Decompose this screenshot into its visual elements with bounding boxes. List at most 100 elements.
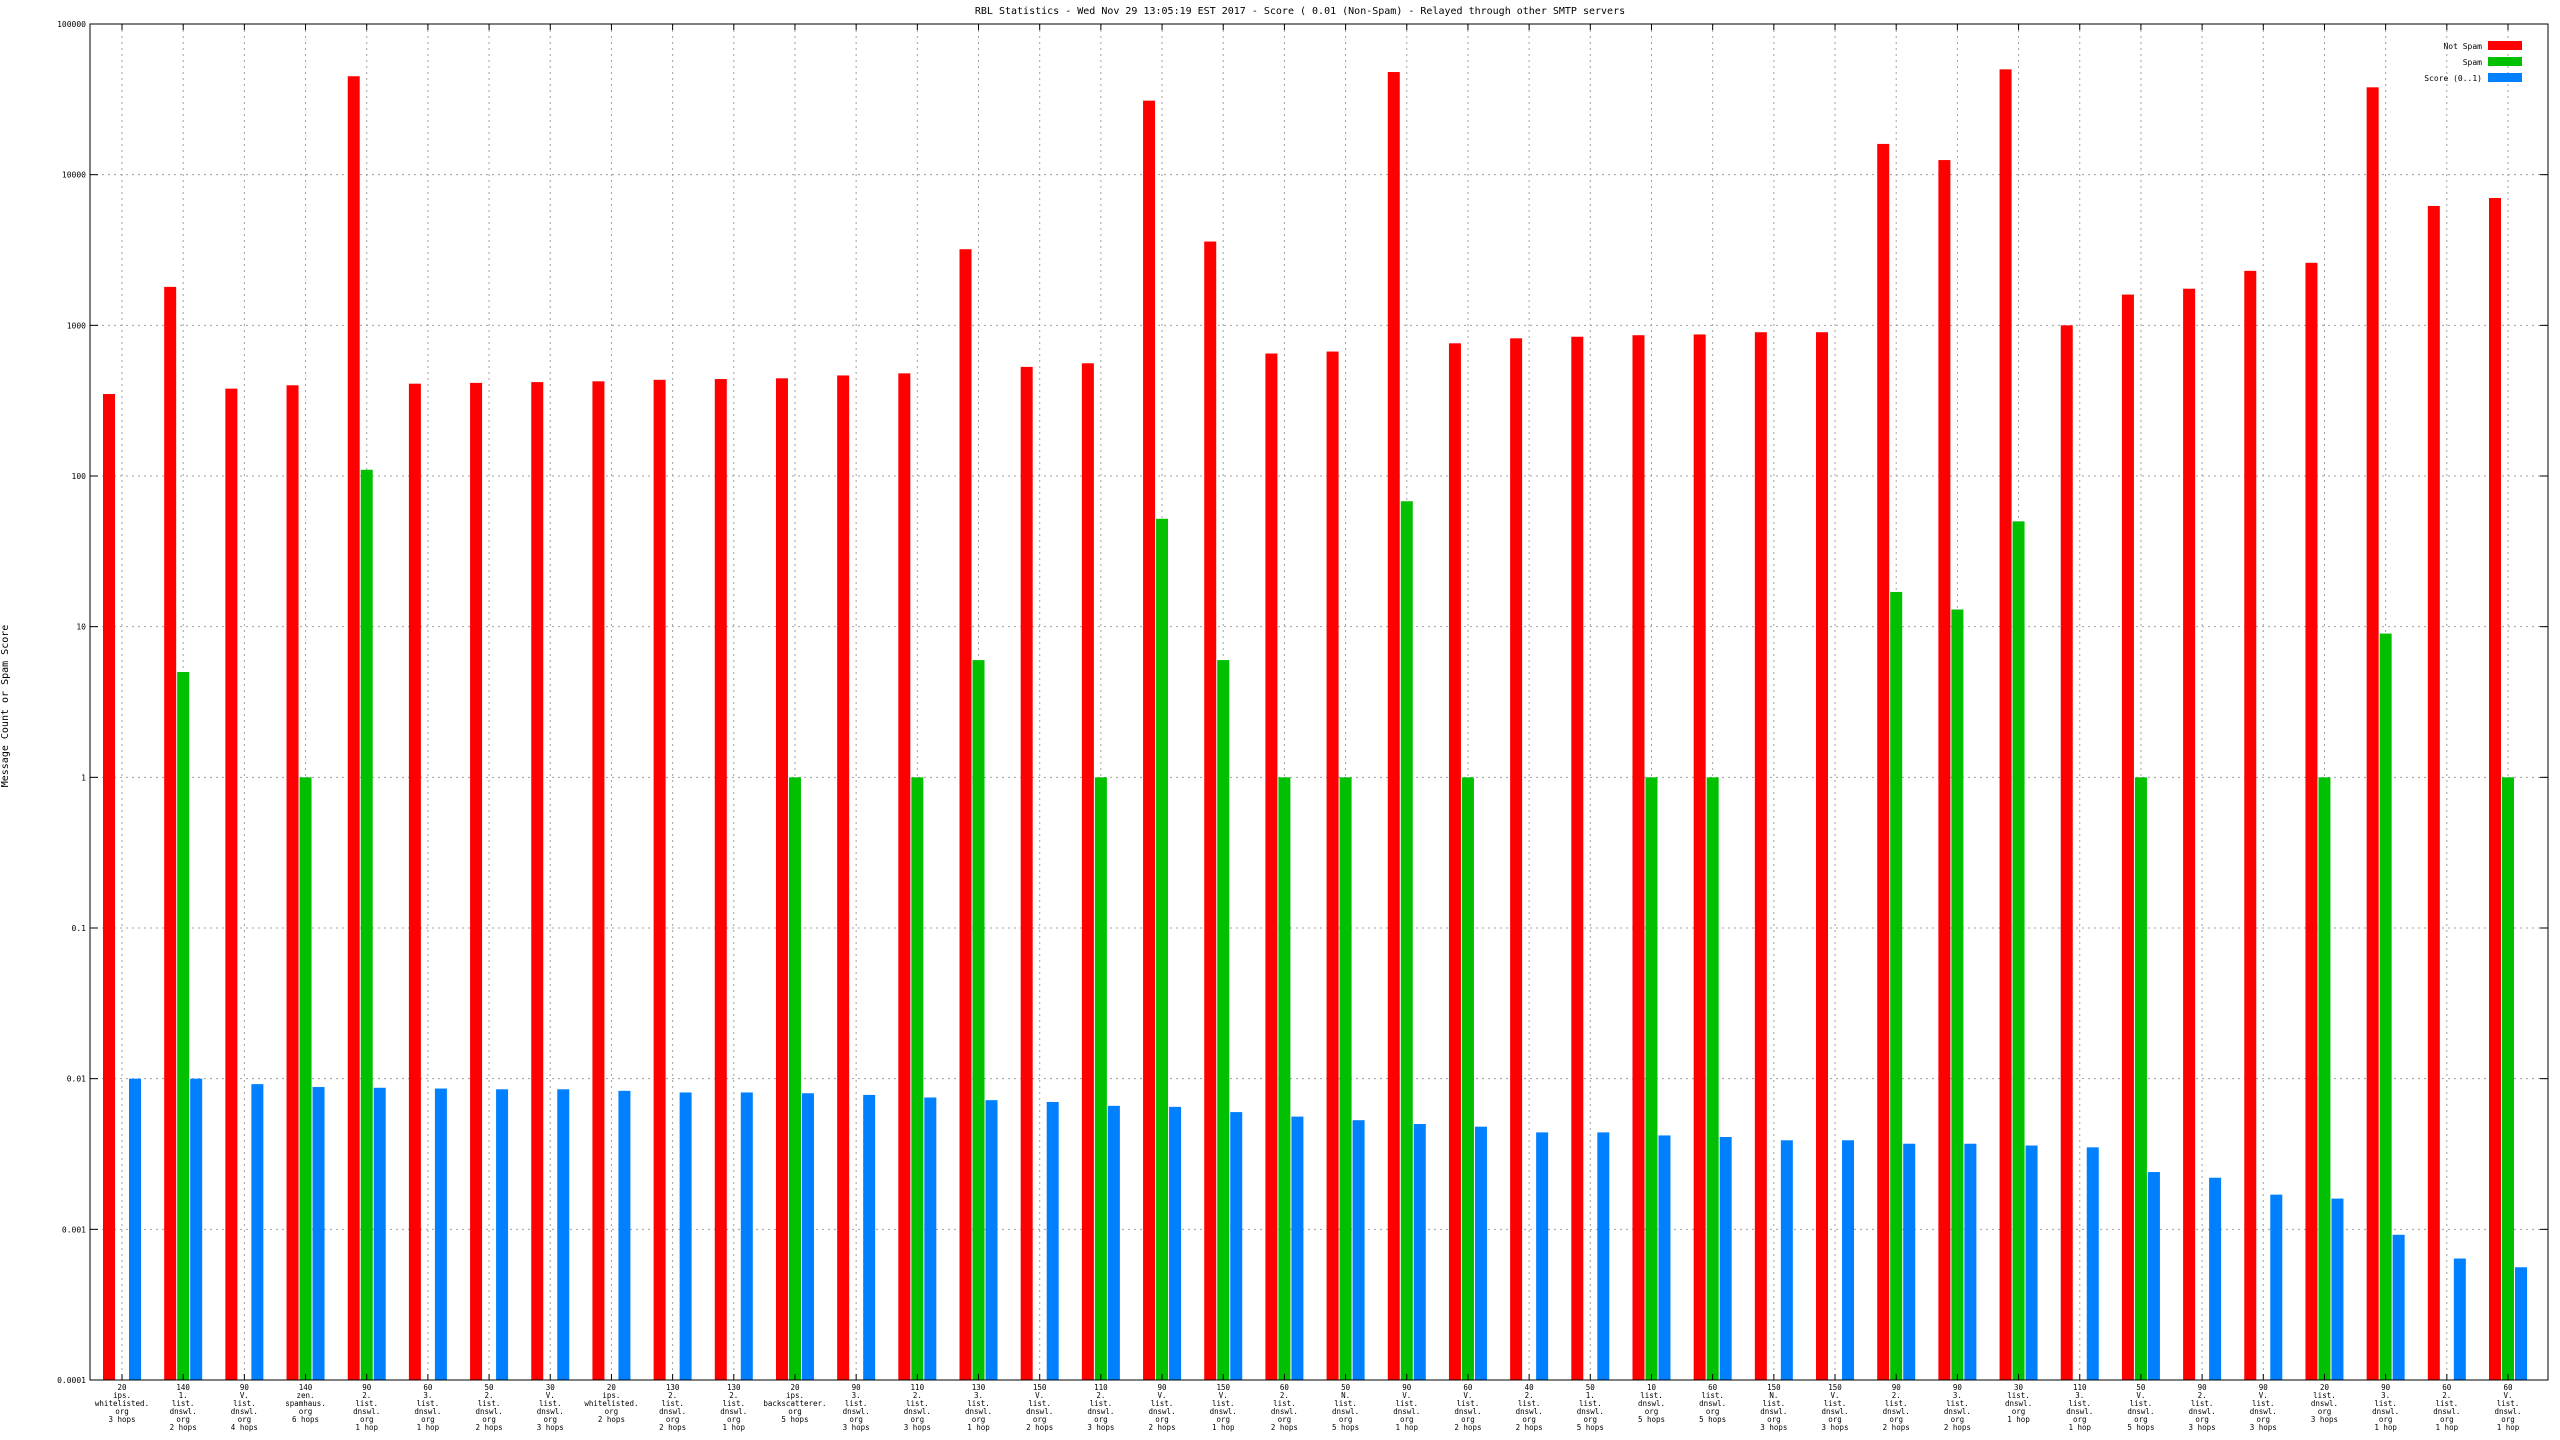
bar-spam	[1461, 777, 1474, 1380]
bar-not-spam	[1448, 343, 1461, 1380]
bar-score-0-1	[434, 1088, 447, 1380]
x-tick-label: 3 hops	[1821, 1423, 1848, 1432]
x-tick-label: dnswl.	[2127, 1407, 2154, 1416]
x-tick-label: org	[2440, 1415, 2454, 1424]
x-tick-label: org	[666, 1415, 680, 1424]
x-tick-label: 110	[1094, 1383, 1108, 1392]
bar-not-spam	[775, 378, 788, 1381]
x-tick-label: 90	[1892, 1383, 1902, 1392]
x-tick-label: dnswl.	[2372, 1407, 2399, 1416]
y-tick-label: 0.1	[72, 924, 87, 933]
bar-spam	[177, 672, 190, 1380]
bar-score-0-1	[1169, 1106, 1182, 1380]
x-tick-label: dnswl.	[1699, 1399, 1726, 1408]
x-tick-label: 3 hops	[2250, 1423, 2277, 1432]
x-tick-label: 2 hops	[170, 1423, 197, 1432]
x-tick-label: list.	[2313, 1391, 2336, 1400]
x-tick-label: list.	[478, 1399, 501, 1408]
x-tick-label: dnswl.	[2250, 1407, 2277, 1416]
x-tick-label: list.	[1212, 1399, 1235, 1408]
x-tick-label: 50	[2136, 1383, 2146, 1392]
x-tick-label: list.	[1579, 1399, 1602, 1408]
x-tick-label: 3 hops	[537, 1423, 564, 1432]
bar-score-0-1	[1658, 1135, 1671, 1380]
x-tick-label: N.	[1769, 1391, 1778, 1400]
bar-not-spam	[347, 76, 360, 1381]
x-tick-label: dnswl.	[2189, 1407, 2216, 1416]
x-tick-label: org	[115, 1407, 129, 1416]
bar-not-spam	[1877, 143, 1890, 1380]
bar-score-0-1	[2392, 1234, 2405, 1380]
bar-spam	[911, 777, 924, 1380]
bar-not-spam	[2305, 262, 2318, 1380]
x-tick-label: 1 hop	[355, 1423, 378, 1432]
x-tick-label: org	[1216, 1415, 1230, 1424]
x-tick-label: org	[2012, 1407, 2026, 1416]
x-tick-label: list.	[1885, 1399, 1908, 1408]
x-tick-label: V.	[1402, 1391, 1411, 1400]
bars-layer	[103, 69, 2527, 1381]
bar-score-0-1	[1597, 1132, 1610, 1380]
y-tick-label: 10	[76, 623, 86, 632]
bar-not-spam	[103, 394, 115, 1380]
bar-not-spam	[1754, 332, 1767, 1381]
bar-not-spam	[1632, 335, 1645, 1380]
bar-spam	[2012, 521, 2025, 1380]
x-tick-label: 140	[176, 1383, 190, 1392]
x-tick-label: 2.	[362, 1391, 371, 1400]
x-tick-label: list.	[2068, 1399, 2091, 1408]
x-tick-label: 20	[790, 1383, 800, 1392]
plot-frame	[89, 23, 2549, 1381]
x-tick-label: org	[2379, 1415, 2393, 1424]
x-tick-label: dnswl.	[1454, 1407, 1481, 1416]
x-tick-label: list.	[906, 1399, 929, 1408]
bar-not-spam	[2060, 325, 2073, 1380]
bar-spam	[2134, 777, 2147, 1380]
x-tick-label: 4 hops	[231, 1423, 258, 1432]
x-tick-label: 3 hops	[843, 1423, 870, 1432]
bar-not-spam	[470, 382, 483, 1381]
x-tick-label: org	[1645, 1407, 1659, 1416]
bar-spam	[1094, 777, 1107, 1380]
bar-not-spam	[2121, 294, 2134, 1381]
bar-score-0-1	[2331, 1198, 2344, 1380]
bar-score-0-1	[1413, 1124, 1426, 1380]
x-tick-label: list.	[1457, 1399, 1480, 1408]
x-tick-label: org	[1767, 1415, 1781, 1424]
bar-not-spam	[2427, 205, 2440, 1381]
x-tick-label: org	[1155, 1415, 1169, 1424]
bar-score-0-1	[1230, 1112, 1243, 1380]
x-tick-label: list.	[1151, 1399, 1174, 1408]
x-tick-label: dnswl.	[2005, 1399, 2032, 1408]
bar-score-0-1	[251, 1084, 264, 1380]
x-tick-label: 1.	[1586, 1391, 1595, 1400]
y-tick-label: 1	[81, 773, 86, 782]
bar-score-0-1	[863, 1094, 876, 1380]
x-tick-label: 3.	[974, 1391, 983, 1400]
bar-score-0-1	[2147, 1172, 2160, 1380]
x-tick-label: org	[1033, 1415, 1047, 1424]
x-tick-label: 5 hops	[1332, 1423, 1359, 1432]
bar-spam	[2318, 777, 2331, 1380]
bar-spam	[299, 777, 312, 1380]
x-tick-label: 2 hops	[1271, 1423, 1298, 1432]
x-tick-label: 90	[1402, 1383, 1412, 1392]
bar-score-0-1	[2086, 1147, 2099, 1380]
bar-spam	[1156, 518, 1169, 1380]
x-tick-label: dnswl.	[1393, 1407, 1420, 1416]
bar-not-spam	[286, 385, 299, 1380]
x-tick-label: 1.	[179, 1391, 188, 1400]
x-tick-label: dnswl.	[2494, 1407, 2521, 1416]
bar-score-0-1	[1107, 1105, 1120, 1380]
bar-score-0-1	[2209, 1177, 2222, 1380]
x-tick-label: 3 hops	[2189, 1423, 2216, 1432]
x-tick-label: 1 hop	[967, 1423, 990, 1432]
x-tick-label: org	[1094, 1415, 1108, 1424]
legend-swatch	[2488, 41, 2522, 50]
x-tick-label: 20	[607, 1383, 617, 1392]
x-tick-label: list.	[1090, 1399, 1113, 1408]
x-tick-label: 130	[666, 1383, 680, 1392]
bar-spam	[2379, 633, 2392, 1380]
x-tick-label: 150	[1767, 1383, 1781, 1392]
x-tick-label: 2.	[729, 1391, 738, 1400]
